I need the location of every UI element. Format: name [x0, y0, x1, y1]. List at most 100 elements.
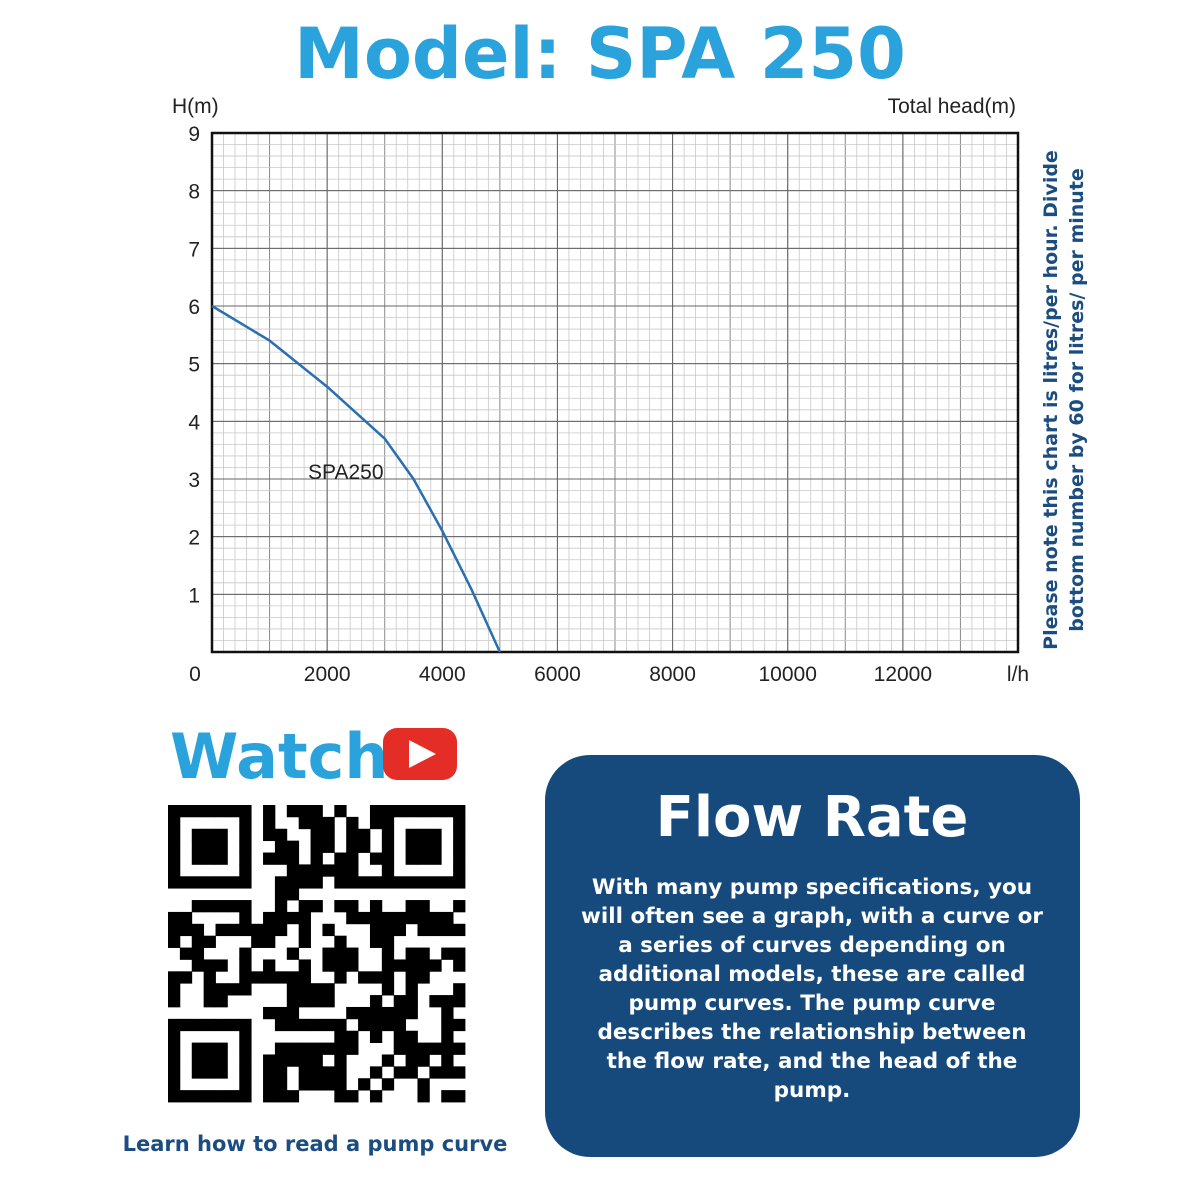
- qr-module: [215, 840, 228, 853]
- qr-module: [381, 911, 395, 925]
- qr-module: [191, 1054, 205, 1067]
- qr-module: [369, 1090, 383, 1103]
- qr-module: [441, 923, 454, 937]
- qr-module: [203, 971, 216, 984]
- qr-module: [286, 983, 300, 996]
- qr-module: [274, 852, 288, 865]
- qr-module: [263, 1006, 276, 1020]
- y-tick-label: 9: [188, 123, 200, 146]
- qr-module: [381, 852, 395, 865]
- info-body-line: pump.: [774, 1078, 851, 1103]
- qr-module: [168, 995, 181, 1008]
- qr-module: [334, 1054, 347, 1067]
- qr-module: [441, 947, 454, 960]
- qr-module: [215, 828, 228, 842]
- qr-module: [369, 852, 383, 865]
- qr-module: [381, 947, 395, 960]
- qr-module: [393, 911, 406, 925]
- qr-module: [239, 959, 252, 972]
- qr-module: [286, 840, 300, 853]
- qr-module: [429, 959, 442, 972]
- qr-module: [310, 983, 323, 996]
- qr-module: [322, 840, 335, 853]
- qr-module: [191, 805, 205, 818]
- y-tick-label: 7: [188, 238, 200, 261]
- qr-module: [369, 876, 383, 889]
- qr-module: [346, 959, 359, 972]
- qr-module: [346, 864, 359, 877]
- qr-module: [334, 852, 347, 865]
- qr-module: [405, 828, 418, 842]
- qr-module: [168, 1066, 181, 1079]
- qr-module: [346, 852, 359, 865]
- qr-module: [274, 900, 288, 913]
- qr-module: [298, 816, 311, 830]
- qr-module: [453, 840, 466, 853]
- qr-module: [286, 971, 300, 984]
- qr-module: [203, 1042, 216, 1055]
- qr-module: [393, 995, 406, 1008]
- qr-module: [441, 1042, 454, 1055]
- qr-module: [453, 1042, 466, 1055]
- qr-module: [298, 1018, 311, 1032]
- qr-module: [168, 1054, 181, 1067]
- qr-module: [239, 900, 252, 913]
- qr-module: [168, 1042, 181, 1055]
- qr-module: [191, 947, 205, 960]
- qr-module: [429, 840, 442, 853]
- qr-module: [286, 995, 300, 1008]
- info-body: With many pump specifications, you will o…: [581, 875, 1043, 1103]
- qr-module: [405, 876, 418, 889]
- qr-module: [263, 935, 276, 948]
- qr-module: [417, 1090, 430, 1103]
- qr-module: [334, 1066, 347, 1079]
- qr-module: [263, 1090, 276, 1103]
- qr-module: [239, 911, 252, 925]
- qr-module: [346, 828, 359, 842]
- qr-module: [310, 852, 323, 865]
- watch-label: Watch: [170, 720, 389, 793]
- qr-module: [310, 864, 323, 877]
- qr-module: [298, 1054, 311, 1067]
- qr-module: [168, 1090, 181, 1103]
- qr-module: [322, 816, 335, 830]
- qr-module: [215, 959, 228, 972]
- youtube-icon: [383, 728, 457, 780]
- x-axis-unit: l/h: [1007, 663, 1029, 686]
- qr-module: [191, 959, 205, 972]
- qr-module: [453, 947, 466, 960]
- qr-module: [453, 1090, 466, 1103]
- qr-module: [215, 1066, 228, 1079]
- y-tick-label: 3: [188, 469, 200, 492]
- qr-module: [263, 959, 276, 972]
- qr-module: [417, 971, 430, 984]
- qr-module: [286, 1018, 300, 1032]
- qr-module: [429, 852, 442, 865]
- qr-module: [298, 971, 311, 984]
- qr-module: [286, 888, 300, 901]
- qr-module: [405, 995, 418, 1008]
- qr-module: [393, 805, 406, 818]
- qr-module: [203, 959, 216, 972]
- qr-module: [251, 923, 264, 937]
- qr-module: [429, 1066, 442, 1079]
- qr-module: [417, 959, 430, 972]
- qr-module: [417, 876, 430, 889]
- qr-module: [405, 947, 418, 960]
- qr-module: [239, 1030, 252, 1043]
- qr-module: [239, 852, 252, 865]
- x-tick-label: 0: [189, 663, 201, 686]
- y-tick-label: 5: [188, 354, 200, 377]
- qr-module: [239, 971, 252, 984]
- qr-module: [168, 1030, 181, 1043]
- qr-module: [322, 1066, 335, 1079]
- qr-module: [179, 805, 193, 818]
- qr-module: [369, 805, 383, 818]
- qr-module: [274, 840, 288, 853]
- qr-module: [168, 911, 181, 925]
- qr-code[interactable]: [168, 805, 466, 1103]
- qr-module: [286, 1090, 300, 1103]
- qr-module: [274, 1066, 288, 1079]
